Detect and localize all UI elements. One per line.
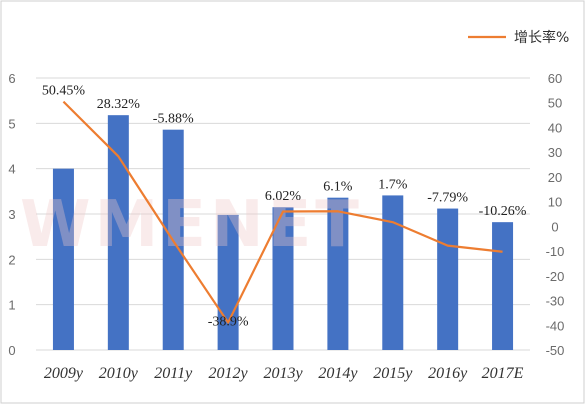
x-tick-label: 2011y [154, 365, 193, 382]
bar [107, 115, 129, 350]
y-right-tick-label: -30 [546, 294, 565, 309]
y-axis-left: 0 1 2 3 4 5 6 [8, 71, 15, 358]
y-left-tick-label: 6 [8, 71, 15, 86]
bar [492, 222, 514, 350]
y-right-tick-label: 40 [548, 120, 562, 135]
bar-series [52, 115, 514, 350]
bar [272, 207, 294, 350]
legend-label: 增长率% [514, 29, 569, 46]
data-label: -5.88% [153, 112, 194, 127]
y-right-tick-label: 60 [548, 71, 562, 86]
x-tick-label: 2015y [373, 365, 413, 382]
data-label: -10.26% [479, 204, 527, 219]
x-tick-label: 2014y [318, 365, 358, 382]
bar [327, 197, 349, 350]
data-label: 28.32% [97, 97, 141, 112]
x-tick-label: 2017E [482, 365, 524, 382]
data-label: 1.7% [378, 177, 408, 192]
y-right-tick-label: -20 [546, 269, 565, 284]
y-left-tick-label: 0 [8, 343, 15, 358]
data-label: 50.45% [42, 84, 86, 99]
x-tick-label: 2010y [99, 365, 139, 382]
bar [382, 195, 404, 350]
growth-rate-line [62, 100, 503, 324]
bar [52, 168, 74, 350]
legend: 增长率% [468, 29, 569, 46]
y-left-tick-label: 3 [8, 207, 15, 222]
data-labels: 50.45% 28.32% -5.88% -38.9% 6.02% 6.1% 1.7% -7.… [42, 84, 527, 330]
x-tick-label: 2009y [44, 365, 84, 382]
y-left-tick-label: 4 [8, 162, 15, 177]
y-right-tick-label: 10 [548, 195, 562, 210]
watermark: WMENET [20, 188, 363, 262]
bar [437, 208, 459, 350]
data-label: -38.9% [208, 315, 249, 330]
data-label: -7.79% [427, 191, 468, 206]
y-axis-right: -50 -40 -30 -20 -10 0 10 20 30 40 50 60 [546, 71, 565, 358]
x-tick-label: 2013y [263, 365, 303, 382]
y-right-tick-label: 20 [548, 170, 562, 185]
line-series [62, 100, 503, 324]
y-right-tick-label: 0 [551, 219, 558, 234]
y-right-tick-label: -40 [546, 318, 565, 333]
data-label: 6.02% [265, 189, 302, 204]
y-left-tick-label: 5 [8, 116, 15, 131]
y-right-tick-label: 30 [548, 145, 562, 160]
y-right-tick-label: 50 [548, 96, 562, 111]
x-tick-label: 2012y [209, 365, 249, 382]
x-axis: 2009y 2010y 2011y 2012y 2013y 2014y 2015y 2016y… [44, 365, 524, 382]
y-left-tick-label: 2 [8, 252, 15, 267]
y-right-tick-label: -50 [546, 343, 565, 358]
y-left-tick-label: 1 [8, 298, 15, 313]
y-right-tick-label: -10 [546, 244, 565, 259]
data-label: 6.1% [323, 180, 353, 195]
x-tick-label: 2016y [428, 365, 468, 382]
